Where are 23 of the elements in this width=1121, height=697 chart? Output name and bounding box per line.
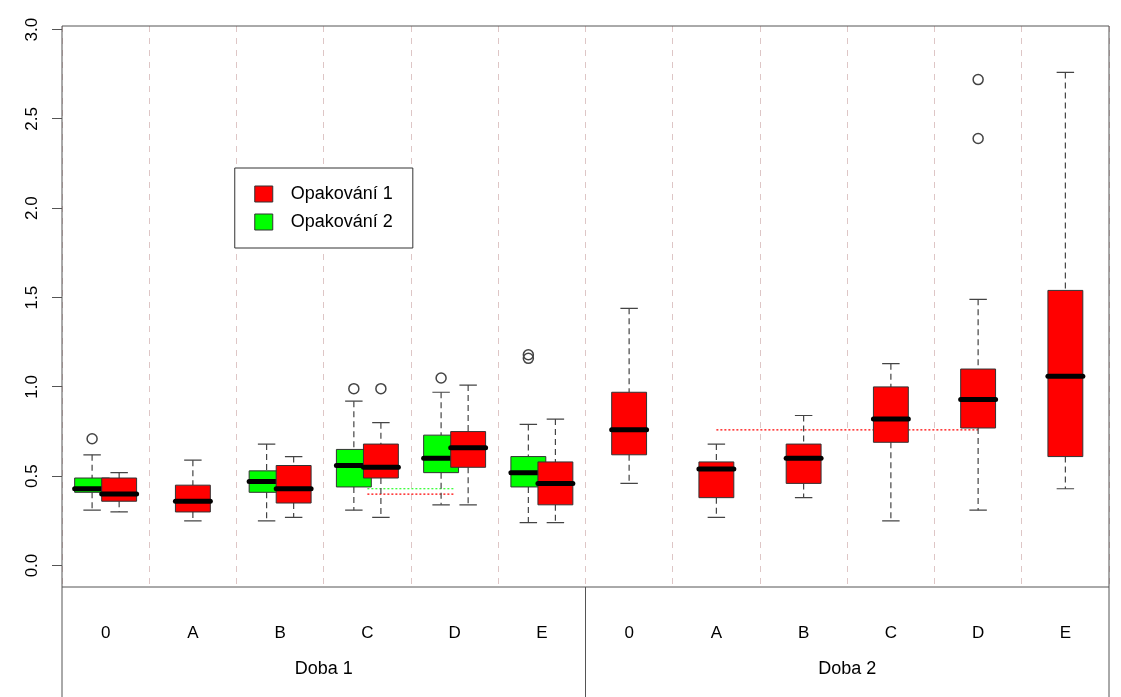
text: Doba 1 <box>294 657 353 678</box>
y-tick-label: 3.0 <box>21 17 41 42</box>
x-tick-label: D <box>448 622 461 642</box>
x-tick-label: 0 <box>624 622 634 642</box>
y-tick-label: 1.5 <box>21 285 41 310</box>
x-tick-label: A <box>710 622 723 642</box>
x-tick-label: A <box>187 622 200 642</box>
x-tick-label: 0 <box>100 622 111 642</box>
y-tick-label: 0.0 <box>21 553 41 578</box>
y-tick-label: 2.5 <box>21 107 41 131</box>
y-tick-label: 0.5 <box>21 464 41 489</box>
x-tick-label: C <box>884 622 898 642</box>
legend-label: Opakování 1 <box>290 182 393 203</box>
x-tick-label: B <box>797 622 810 642</box>
x-tick-label: D <box>971 622 985 642</box>
x-tick-label: E <box>1059 622 1072 642</box>
y-tick-label: 1.0 <box>21 375 41 399</box>
legend-label: Opakování 2 <box>290 210 393 231</box>
y-tick-label: 2.0 <box>21 196 41 221</box>
x-tick-label: E <box>536 622 548 642</box>
text: Doba 2 <box>818 657 877 678</box>
x-tick-label: C <box>361 622 374 642</box>
x-tick-label: B <box>274 622 286 642</box>
